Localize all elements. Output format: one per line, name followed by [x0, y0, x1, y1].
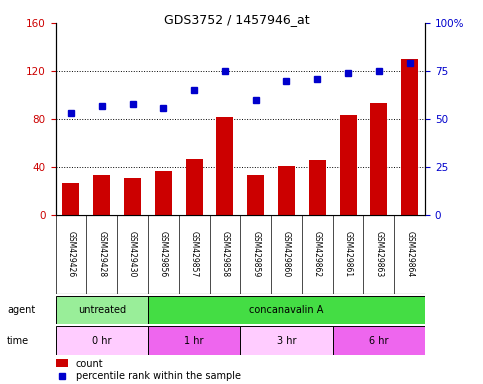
Text: GSM429864: GSM429864: [405, 231, 414, 278]
Text: GSM429861: GSM429861: [343, 231, 353, 278]
Bar: [309, 160, 326, 215]
Bar: [340, 116, 356, 215]
Text: GSM429428: GSM429428: [97, 231, 106, 278]
Text: agent: agent: [7, 305, 35, 315]
Text: GSM429430: GSM429430: [128, 231, 137, 278]
Bar: [56, 359, 69, 367]
Bar: [124, 178, 141, 215]
Bar: [56, 326, 148, 355]
Bar: [56, 296, 148, 324]
Text: GSM429856: GSM429856: [159, 231, 168, 278]
Bar: [241, 326, 333, 355]
Bar: [401, 59, 418, 215]
Text: 0 hr: 0 hr: [92, 336, 112, 346]
Bar: [247, 175, 264, 215]
Bar: [148, 296, 425, 324]
Bar: [148, 326, 241, 355]
Bar: [185, 159, 202, 215]
Text: 1 hr: 1 hr: [185, 336, 204, 346]
Text: GSM429863: GSM429863: [374, 231, 384, 278]
Text: 3 hr: 3 hr: [277, 336, 296, 346]
Text: 6 hr: 6 hr: [369, 336, 389, 346]
Bar: [62, 183, 79, 215]
Bar: [278, 166, 295, 215]
Text: GSM429858: GSM429858: [220, 231, 229, 278]
Text: GSM429862: GSM429862: [313, 231, 322, 278]
Text: GSM429859: GSM429859: [251, 231, 260, 278]
Text: concanavalin A: concanavalin A: [249, 305, 324, 315]
Bar: [370, 103, 387, 215]
Bar: [155, 170, 172, 215]
Text: GSM429857: GSM429857: [190, 231, 199, 278]
Bar: [93, 175, 110, 215]
Text: time: time: [7, 336, 29, 346]
Text: untreated: untreated: [78, 305, 126, 315]
Text: GDS3752 / 1457946_at: GDS3752 / 1457946_at: [164, 13, 310, 26]
Bar: [216, 117, 233, 215]
Text: percentile rank within the sample: percentile rank within the sample: [76, 371, 241, 381]
Bar: [333, 326, 425, 355]
Text: GSM429426: GSM429426: [67, 231, 75, 278]
Text: count: count: [76, 359, 103, 369]
Text: GSM429860: GSM429860: [282, 231, 291, 278]
